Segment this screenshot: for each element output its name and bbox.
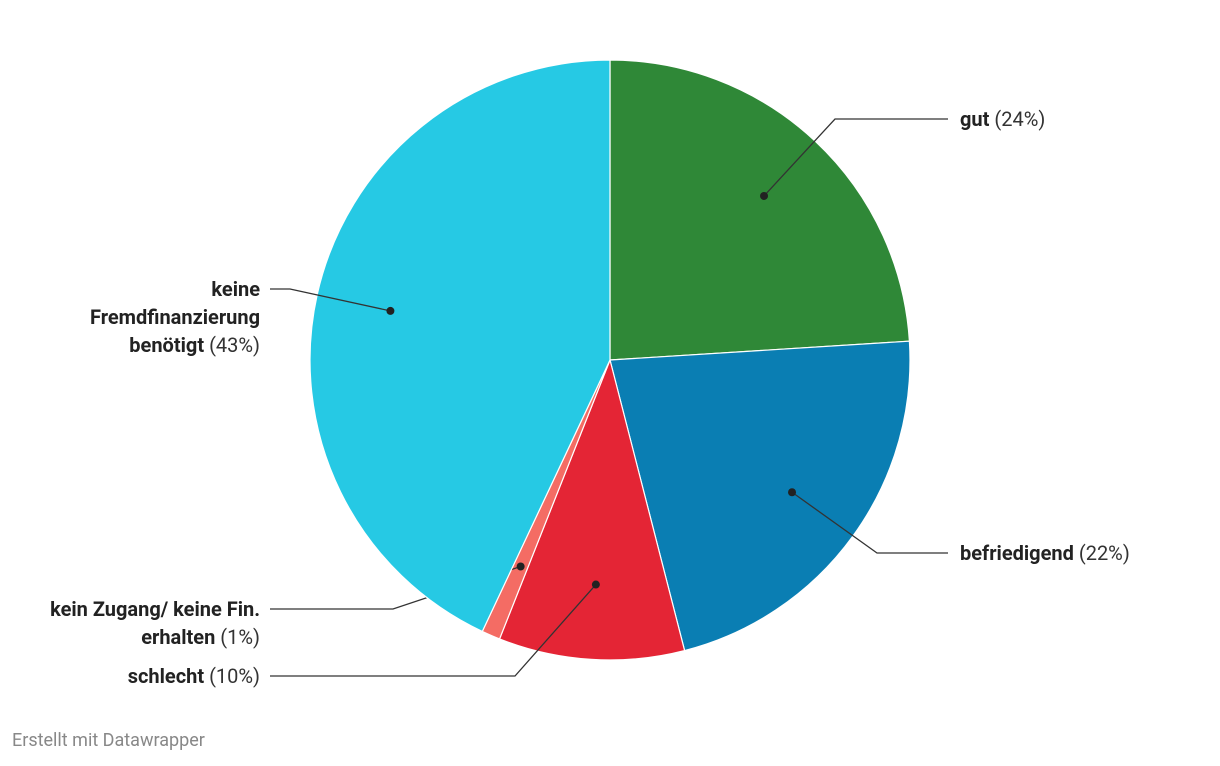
leader-dot [386, 306, 395, 315]
category-label: gut [960, 107, 990, 131]
value-label: (24%) [994, 107, 1046, 131]
value-label: (1%) [220, 625, 260, 649]
value-label: (43%) [209, 333, 260, 357]
leader-line [763, 118, 948, 197]
slice-label: kein Zugang/ keine Fin. erhalten (1%) [45, 595, 260, 651]
slice-label: befriedigend (22%) [960, 539, 1210, 567]
leader-dot [591, 580, 600, 589]
pie-slice [498, 358, 686, 661]
leader-line [270, 584, 597, 677]
leader-dot [788, 488, 797, 497]
category-label: befriedigend [960, 541, 1074, 565]
value-label: (10%) [209, 664, 260, 688]
footer: Erstellt mit Datawrapper [12, 730, 205, 751]
slice-label: gut (24%) [960, 105, 1210, 133]
value-label: (22%) [1078, 541, 1130, 565]
slice-label: keine Fremdfinanzierung benötigt (43%) [45, 275, 260, 359]
category-label: kein Zugang/ keine Fin. erhalten [50, 597, 260, 649]
pie-slice [609, 59, 911, 361]
category-label: schlecht [127, 664, 205, 688]
category-label: keine Fremdfinanzierung benötigt [90, 277, 260, 357]
leader-line [270, 288, 391, 312]
leader-line [791, 491, 948, 554]
slice-label: schlecht (10%) [45, 662, 260, 690]
leader-dot [760, 191, 769, 200]
leader-dot [516, 562, 525, 571]
